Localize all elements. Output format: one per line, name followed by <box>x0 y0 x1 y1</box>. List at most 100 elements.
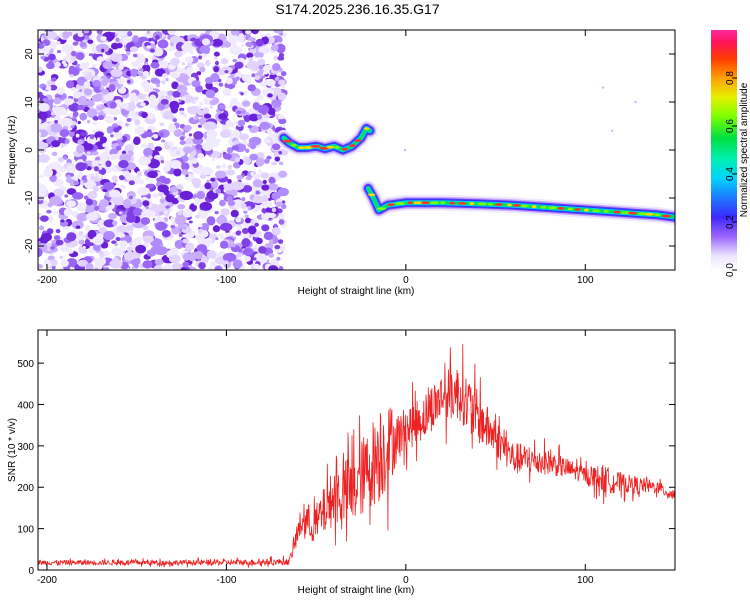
noise-speckle <box>187 105 200 115</box>
snr-xtick-label: -200 <box>37 575 57 586</box>
noise-speckle <box>197 152 205 159</box>
noise-speckle <box>112 127 120 133</box>
noise-speckle <box>161 196 166 200</box>
noise-speckle <box>75 162 87 172</box>
colorbar-tick-label: 0.2 <box>725 215 736 229</box>
noise-speckle <box>38 189 47 197</box>
noise-speckle <box>277 187 289 197</box>
noise-speckle <box>240 43 245 48</box>
noise-speckle <box>235 217 242 223</box>
noise-speckle <box>55 239 64 246</box>
noise-speckle <box>103 181 115 191</box>
noise-speckle <box>226 169 235 176</box>
noise-speckle <box>181 169 189 176</box>
noise-speckle <box>252 257 257 261</box>
noise-speckle <box>254 102 260 107</box>
noise-speckle <box>273 55 278 61</box>
noise-speckle <box>245 148 250 153</box>
noise-speckle <box>205 59 211 67</box>
noise-speckle <box>231 145 240 151</box>
noise-speckle <box>77 104 85 111</box>
noise-speckle <box>136 170 143 177</box>
noise-speckle <box>182 238 190 244</box>
snr-xlabel: Height of straight line (km) <box>298 585 415 596</box>
lower-track-hotspot <box>407 201 413 205</box>
noise-speckle <box>255 190 260 195</box>
noise-speckle <box>96 56 105 63</box>
noise-speckle <box>65 54 76 64</box>
noise-speckle <box>128 180 135 186</box>
noise-speckle <box>224 70 229 74</box>
noise-speckle <box>248 113 259 122</box>
noise-speckle <box>75 133 80 138</box>
noise-speckle <box>70 125 75 129</box>
noise-speckle <box>65 177 73 183</box>
noise-speckle <box>114 33 118 37</box>
noise-speckle <box>278 151 283 155</box>
noise-speckle <box>85 263 94 270</box>
noise-speckle <box>182 252 191 261</box>
noise-speckle <box>185 137 195 146</box>
noise-speckle <box>92 185 100 193</box>
noise-speckle <box>38 110 48 120</box>
noise-speckle <box>52 106 61 112</box>
noise-speckle <box>51 239 57 244</box>
noise-speckle <box>267 107 276 116</box>
lower-track-hotspot <box>547 206 558 210</box>
noise-speckle <box>136 198 141 203</box>
noise-speckle <box>124 144 134 153</box>
noise-speckle <box>181 96 186 101</box>
noise-speckle <box>100 79 108 87</box>
noise-speckle <box>253 208 259 213</box>
noise-speckle <box>87 190 98 200</box>
upper-track-hotspot <box>310 144 321 148</box>
noise-speckle <box>72 111 79 117</box>
noise-speckle <box>274 76 280 82</box>
noise-speckle <box>179 190 194 201</box>
noise-speckle <box>223 58 229 64</box>
noise-speckle <box>222 87 232 97</box>
noise-speckle <box>118 160 129 169</box>
noise-speckle <box>165 77 169 82</box>
noise-speckle <box>147 170 158 179</box>
noise-speckle <box>230 209 239 218</box>
noise-speckle <box>147 184 154 189</box>
noise-speckle <box>142 200 150 207</box>
noise-speckle <box>71 120 77 126</box>
noise-speckle <box>137 53 145 59</box>
noise-speckle <box>218 82 224 87</box>
spectrogram-xlabel: Height of straight line (km) <box>298 286 415 297</box>
noise-speckle <box>81 70 88 76</box>
noise-speckle <box>117 85 122 89</box>
noise-speckle <box>205 89 216 99</box>
noise-speckle <box>71 210 79 218</box>
snr-xtick-label: 0 <box>403 575 409 586</box>
noise-speckle <box>83 30 90 34</box>
noise-speckle <box>96 30 103 35</box>
noise-speckle <box>49 123 63 133</box>
lower-track-hotspot <box>574 208 581 211</box>
noise-speckle <box>180 266 187 270</box>
noise-speckle <box>277 170 288 178</box>
noise-speckle <box>66 232 77 242</box>
noise-speckle <box>61 60 66 65</box>
noise-speckle <box>257 58 266 66</box>
noise-speckle <box>258 45 270 55</box>
noise-speckle <box>271 161 277 166</box>
noise-speckle <box>50 112 55 116</box>
noise-speckle <box>169 159 182 169</box>
noise-speckle <box>99 199 109 208</box>
noise-speckle <box>66 200 77 208</box>
noise-speckle <box>251 73 256 78</box>
noise-speckle <box>198 262 206 270</box>
noise-speckle <box>83 158 86 162</box>
snr-panel: -200 -100 0 100 0 100 200 300 400 500 Height of s… <box>7 329 676 596</box>
noise-speckle <box>108 108 121 116</box>
noise-speckle <box>78 239 85 245</box>
noise-speckle <box>205 81 213 90</box>
noise-speckle <box>130 92 137 99</box>
noise-speckle <box>184 56 194 64</box>
noise-speckle <box>194 115 199 120</box>
noise-speckle <box>197 124 202 128</box>
